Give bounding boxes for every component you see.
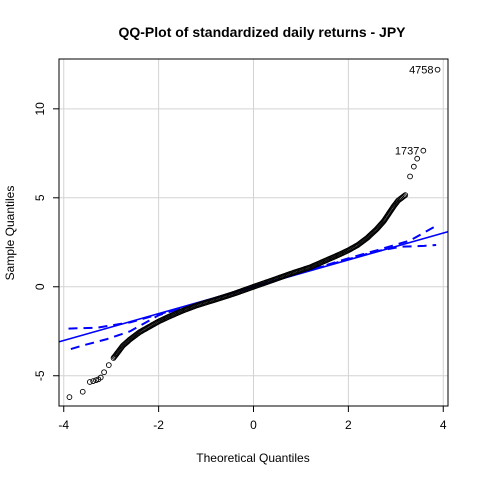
y-tick-label: -5 [33,370,47,381]
data-points [66,66,441,400]
data-point [402,192,409,198]
point-annotations: 4758 1737 [395,65,434,158]
x-axis-title: Theoretical Quantiles [196,451,309,465]
x-tick-label: 4 [440,418,447,432]
data-point [401,193,407,199]
point-annotation-label: 1737 [395,146,419,158]
data-point [101,369,107,376]
data-point [90,378,97,384]
y-tick-label: 0 [33,283,47,290]
point-annotation-label: 4758 [409,65,433,77]
data-point [420,147,427,154]
x-tick-label: 0 [250,418,257,432]
data-point [86,379,93,385]
data-point [66,394,73,400]
x-tick-label: -2 [153,418,164,432]
x-tick-label: 2 [345,418,352,432]
x-axis: -4 -2 0 2 4 [58,405,447,432]
data-point [97,374,104,381]
x-tick-label: -4 [58,418,69,432]
data-point [105,362,112,368]
data-point [410,163,417,170]
data-point [434,66,441,73]
y-tick-label: 10 [33,102,47,116]
data-point [407,173,413,180]
y-axis-title: Sample Quantiles [3,186,17,281]
data-point [79,388,86,395]
y-axis: -5 0 5 10 [33,102,60,381]
data-point [414,155,421,162]
y-tick-label: 5 [33,194,47,201]
chart-title: QQ-Plot of standardized daily returns - … [118,24,406,40]
